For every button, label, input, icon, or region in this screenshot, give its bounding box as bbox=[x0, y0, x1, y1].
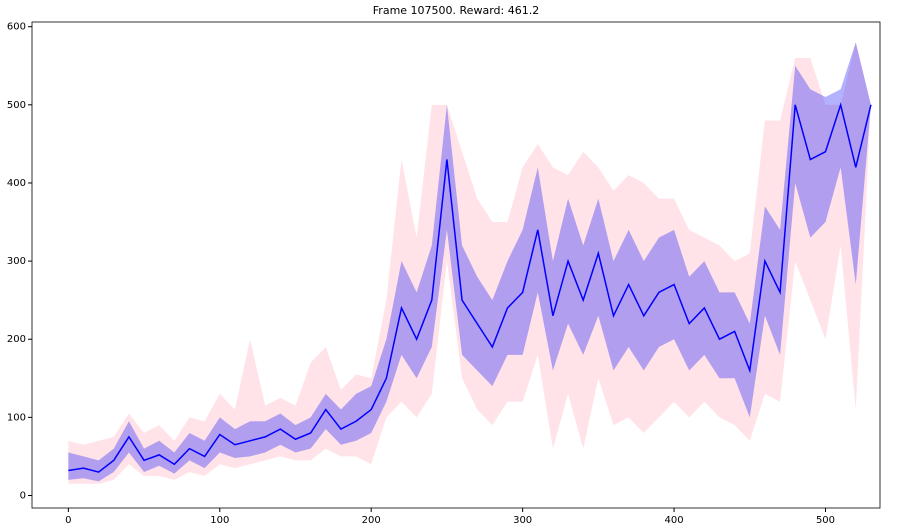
band bbox=[68, 42, 871, 484]
y-tick-label: 500 bbox=[7, 100, 26, 111]
x-tick-label: 300 bbox=[513, 515, 532, 526]
band bbox=[68, 42, 871, 482]
y-tick-label: 600 bbox=[7, 22, 26, 33]
y-tick-label: 400 bbox=[7, 178, 26, 189]
plot-frame bbox=[31, 21, 881, 509]
x-tick-label: 0 bbox=[65, 515, 71, 526]
y-tick-label: 300 bbox=[7, 256, 26, 267]
y-tick-label: 0 bbox=[20, 490, 26, 501]
x-tick-label: 400 bbox=[665, 515, 684, 526]
x-tick-label: 100 bbox=[210, 515, 229, 526]
line bbox=[68, 102, 872, 473]
x-tick-label: 200 bbox=[362, 515, 381, 526]
y-tick-label: 100 bbox=[7, 412, 26, 423]
x-tick-label: 500 bbox=[816, 515, 835, 526]
y-tick-label: 200 bbox=[7, 334, 26, 345]
chart-title: Frame 107500. Reward: 461.2 bbox=[373, 4, 539, 17]
